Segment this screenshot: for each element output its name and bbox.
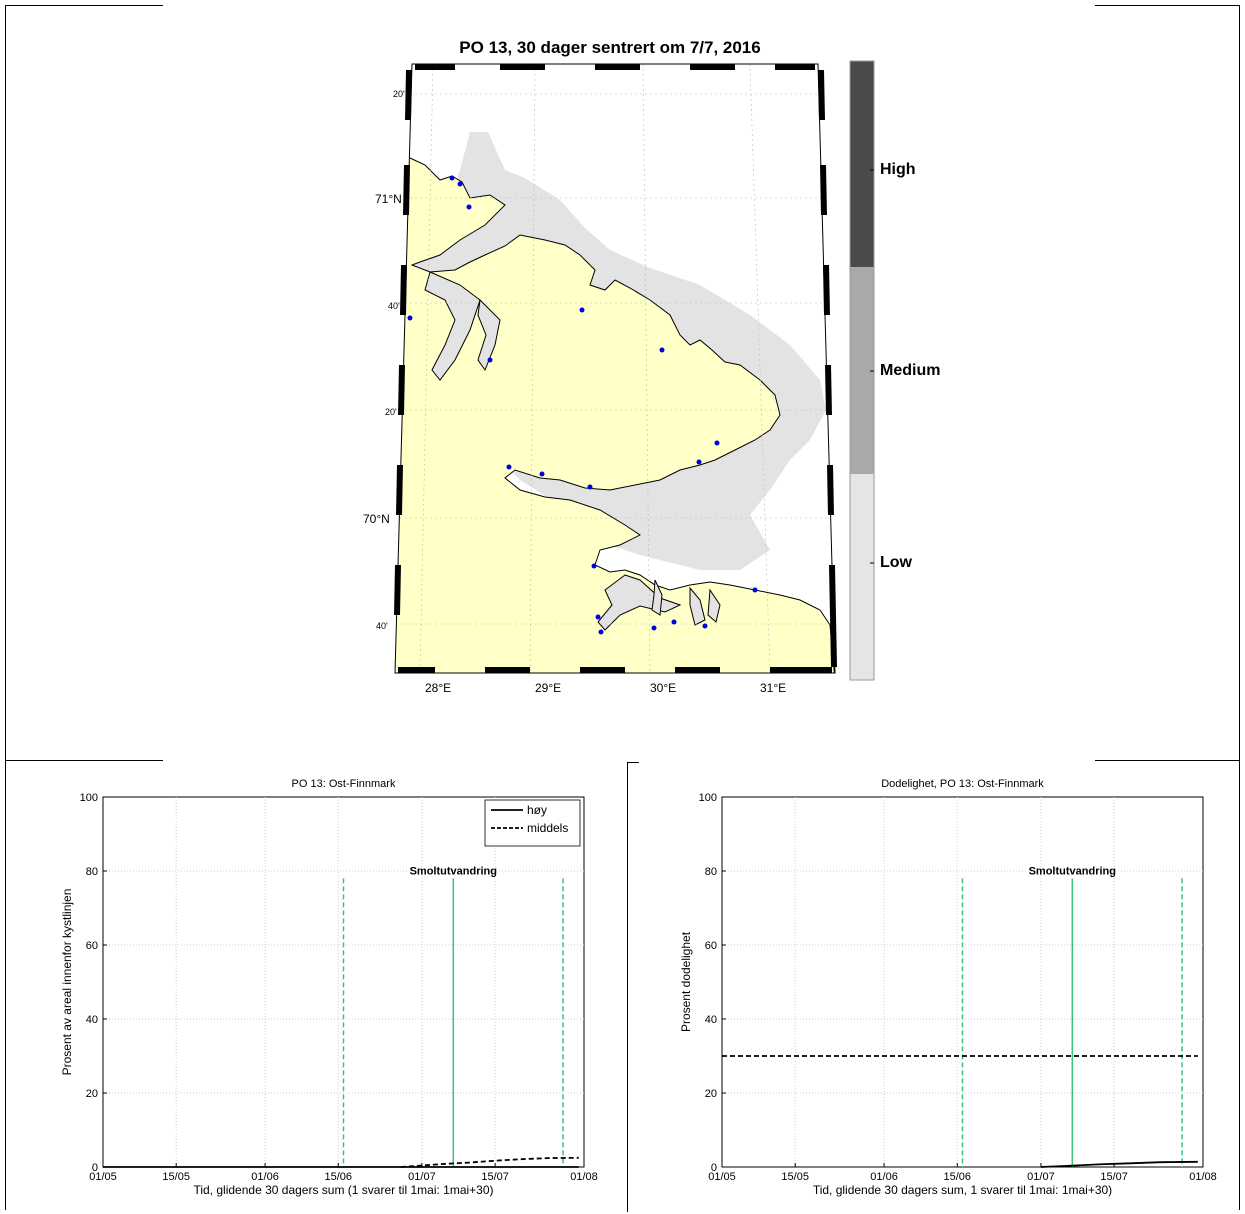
x-tick-label: 01/06 <box>870 1171 898 1183</box>
colorbar <box>849 60 875 681</box>
y-tick-label: 80 <box>705 866 717 878</box>
y-axis-label: Prosent av areal innenfor kystlinjen <box>60 889 74 1076</box>
lat-label: 71°N <box>375 192 402 206</box>
legend-label: høy <box>527 803 547 817</box>
y-tick-label: 60 <box>705 940 717 952</box>
colorbar-high <box>850 61 874 267</box>
y-tick-label: 80 <box>86 866 98 878</box>
fjord <box>651 579 663 616</box>
legend-box <box>484 799 581 847</box>
colorbar-label-low: Low <box>880 554 912 571</box>
x-tick-label: 15/06 <box>944 1171 972 1183</box>
annotation-smoltutvandring: Smoltutvandring <box>1029 865 1116 877</box>
x-tick-label: 01/07 <box>1027 1171 1055 1183</box>
colorbar-low <box>850 474 874 680</box>
map-title: PO 13, 30 dager sentrert om 7/7, 2016 <box>459 38 761 57</box>
lat-label: 70°N <box>363 512 390 526</box>
x-tick-label: 15/05 <box>781 1171 809 1183</box>
chart-mortality: 01/05 15/05 01/06 15/06 01/07 15/07 01/08 0 20 40… <box>679 778 1217 1197</box>
x-tick-label: 15/07 <box>481 1171 509 1183</box>
y-tick-label: 0 <box>711 1162 717 1174</box>
frame-mid-left <box>5 760 163 761</box>
graticule <box>400 64 833 673</box>
frame-cell-top <box>627 762 639 763</box>
series-line-0 <box>1040 1160 1198 1168</box>
y-tick-label: 100 <box>80 792 98 804</box>
y-tick-label: 20 <box>705 1088 717 1100</box>
x-axis-label: Tid, glidende 30 dagers sum, 1 svarer ti… <box>813 1183 1112 1197</box>
fjord <box>707 588 721 623</box>
y-tick-label: 60 <box>86 940 98 952</box>
map-frame-ticks <box>394 64 837 673</box>
frame-right <box>1239 5 1240 1210</box>
lon-label: 31°E <box>760 681 786 695</box>
frame-divider <box>627 762 628 1212</box>
chart-title: Dodelighet, PO 13: Ost-Finnmark <box>881 778 1044 790</box>
y-tick-label: 40 <box>705 1014 717 1026</box>
x-tick-label: 15/06 <box>325 1171 353 1183</box>
lon-label: 29°E <box>535 681 561 695</box>
lat-label: 20' <box>393 89 405 99</box>
colorbar-label-medium: Medium <box>880 362 941 379</box>
series-line-1 <box>400 1156 579 1168</box>
fjord <box>424 271 481 381</box>
lat-label: 40' <box>388 301 400 311</box>
y-tick-label: 100 <box>699 792 717 804</box>
x-tick-label: 01/06 <box>251 1171 279 1183</box>
x-tick-label: 01/05 <box>708 1171 736 1183</box>
y-axis-label: Prosent dodelighet <box>679 931 693 1032</box>
frame-left <box>5 5 6 1210</box>
x-tick-label: 15/07 <box>1100 1171 1128 1183</box>
y-tick-label: 20 <box>86 1088 98 1100</box>
fjord <box>477 298 501 372</box>
y-tick-label: 40 <box>86 1014 98 1026</box>
chart-area-percent: 01/05 15/05 01/06 15/06 01/07 15/07 01/08 0 20 40… <box>60 778 598 1197</box>
frame-top-right <box>1095 5 1240 6</box>
lat-label: 20' <box>385 407 397 417</box>
annotation-smoltutvandring: Smoltutvandring <box>410 865 497 877</box>
lon-label: 28°E <box>425 681 451 695</box>
lat-label: 40' <box>376 621 388 631</box>
y-tick-label: 0 <box>92 1162 98 1174</box>
lon-label: 30°E <box>650 681 676 695</box>
frame-top-left <box>5 5 163 6</box>
x-tick-label: 01/07 <box>408 1171 436 1183</box>
x-tick-label: 15/05 <box>162 1171 190 1183</box>
fjord <box>689 586 706 626</box>
x-tick-label: 01/08 <box>570 1171 598 1183</box>
x-tick-label: 01/08 <box>1189 1171 1217 1183</box>
farm-sites <box>402 175 758 635</box>
chart-title: PO 13: Ost-Finnmark <box>292 778 396 790</box>
frame-mid-right <box>1095 760 1240 761</box>
colorbar-label-high: High <box>880 161 916 178</box>
legend-label: middels <box>527 821 568 835</box>
x-tick-label: 01/05 <box>89 1171 117 1183</box>
x-axis-label: Tid, glidende 30 dagers sum (1 svarer ti… <box>193 1183 493 1197</box>
risk-map: 20' 71°N 40' 20' 70°N 40' 28°E 29°E 30°E… <box>363 60 875 695</box>
